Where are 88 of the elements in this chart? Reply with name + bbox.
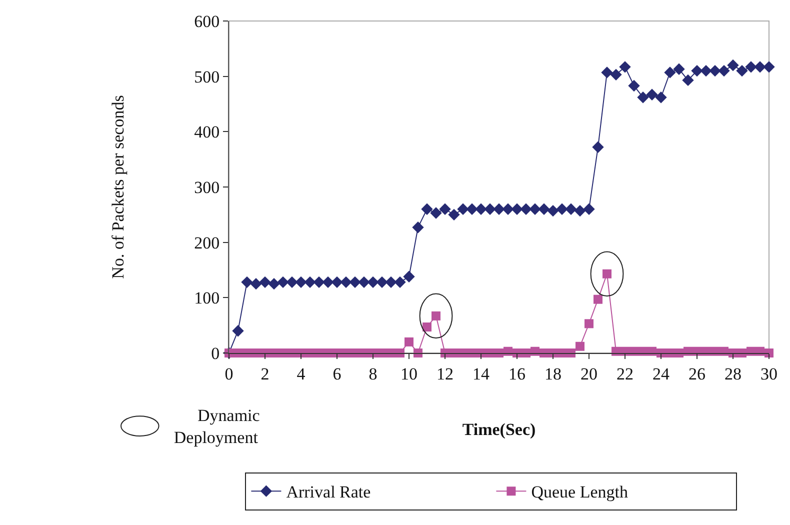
point	[340, 276, 352, 288]
y-tick-label: 600	[194, 12, 220, 31]
x-tick-label: 12	[436, 364, 454, 384]
point	[412, 222, 424, 234]
point	[403, 270, 415, 282]
x-tick-label: 18	[544, 364, 562, 384]
point	[286, 276, 298, 288]
point	[295, 276, 307, 288]
point	[637, 92, 649, 104]
x-tick-label: 14	[472, 364, 490, 384]
point	[601, 66, 613, 78]
point	[556, 203, 568, 215]
point	[466, 203, 478, 215]
x-tick-label: 22	[616, 364, 634, 384]
y-tick-label: 400	[194, 122, 220, 142]
point	[430, 207, 442, 219]
x-tick-label: 16	[508, 364, 526, 384]
point	[448, 208, 460, 221]
point	[331, 276, 343, 288]
point	[304, 276, 316, 288]
point	[691, 64, 703, 77]
point	[241, 276, 253, 288]
point	[664, 66, 676, 78]
point	[574, 204, 586, 217]
point	[565, 203, 577, 215]
point	[547, 204, 559, 217]
point	[484, 203, 496, 215]
point	[628, 80, 640, 92]
y-tick-label: 300	[194, 178, 220, 197]
x-tick-label: 2	[260, 364, 270, 384]
y-tick-label: 200	[194, 233, 220, 252]
point	[754, 61, 766, 73]
point	[709, 64, 721, 77]
point	[745, 61, 757, 73]
point	[700, 64, 712, 77]
point	[583, 203, 595, 215]
point	[727, 59, 739, 72]
point	[394, 276, 406, 288]
point	[232, 325, 244, 337]
point	[673, 63, 685, 75]
point	[682, 74, 694, 86]
point	[646, 88, 658, 100]
point	[529, 203, 541, 215]
legend-label: Arrival Rate	[286, 482, 371, 502]
y-tick-label: 100	[194, 288, 220, 308]
point	[493, 203, 505, 215]
point	[457, 203, 469, 215]
point	[538, 203, 550, 215]
point	[421, 203, 433, 215]
point	[610, 68, 622, 81]
point	[268, 278, 280, 290]
x-tick-label: 0	[224, 364, 234, 384]
text: Dynamic Deployment	[172, 406, 260, 448]
point	[313, 276, 325, 288]
point	[277, 276, 289, 288]
x-axis-title: Time(Sec)	[462, 420, 536, 439]
point	[475, 203, 487, 215]
x-tick-label: 30	[760, 364, 778, 384]
point	[250, 278, 262, 290]
point	[349, 276, 361, 288]
point	[367, 276, 379, 288]
y-tick-label: 500	[194, 67, 220, 86]
point	[655, 92, 667, 104]
point	[718, 64, 730, 77]
point	[385, 276, 397, 288]
y-tick-label: 0	[211, 344, 220, 363]
point	[259, 276, 271, 288]
y-axis-title: No. of Packets per seconds	[108, 95, 128, 279]
point	[763, 61, 775, 73]
legend-label: Queue Length	[531, 482, 628, 502]
point	[592, 141, 604, 154]
point	[439, 203, 451, 215]
point	[358, 276, 370, 288]
x-tick-label: 20	[580, 364, 598, 384]
x-tick-label: 4	[296, 364, 306, 384]
point	[502, 203, 514, 215]
point	[736, 64, 748, 77]
x-tick-label: 10	[400, 364, 418, 384]
point	[520, 203, 532, 215]
x-tick-label: 8	[368, 364, 378, 384]
x-tick-label: 28	[724, 364, 742, 384]
x-tick-label: 6	[332, 364, 342, 384]
x-tick-label: 24	[652, 364, 670, 384]
point	[511, 203, 523, 215]
x-tick-label: 26	[688, 364, 706, 384]
point	[619, 61, 631, 73]
point	[376, 276, 388, 288]
point	[322, 276, 334, 288]
